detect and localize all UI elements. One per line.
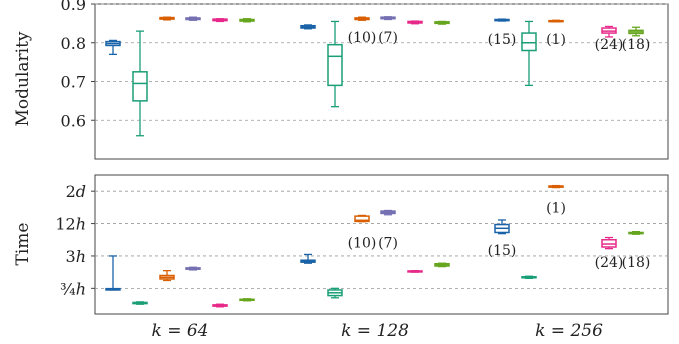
box-plot [549, 186, 563, 188]
count-annotation: (1) [546, 200, 566, 216]
y-tick-label: 12h [55, 215, 86, 234]
box-plot [408, 271, 422, 273]
box-plot [106, 40, 120, 54]
box-plot [240, 19, 254, 22]
y-tick-label: 0.6 [61, 111, 86, 130]
box-body [328, 45, 342, 86]
y-tick-label: 0.8 [61, 34, 86, 53]
box-body [133, 72, 147, 101]
x-category-label: k = 128 [341, 321, 409, 341]
box-plot [160, 17, 174, 20]
panel-time: ¾h 3h 12h 2d Time (10) (7) (15) (1) (24)(18) [13, 175, 668, 314]
box-plot [355, 17, 369, 20]
box-plot [381, 211, 395, 215]
y-tick-label: ¾h [60, 279, 86, 298]
box-plot [381, 17, 395, 20]
count-annotation: (10) [348, 236, 377, 252]
box-plot [629, 27, 643, 36]
box-plot [629, 232, 643, 235]
y-axis-label: Modularity [13, 31, 33, 126]
box-plot [106, 256, 120, 290]
count-annotation: (15) [488, 243, 517, 259]
count-annotation: (7) [378, 30, 398, 46]
x-category-label: k = 256 [535, 321, 603, 341]
box-plot [240, 299, 254, 301]
box-plot [213, 19, 227, 22]
box-plot [355, 215, 369, 221]
box-plot [495, 19, 509, 21]
box-plot [495, 220, 509, 234]
panel-modularity: 0.6 0.7 0.8 0.9 Modularity (10) (7) (15) (1) (24)… [13, 0, 668, 159]
box-plot [301, 25, 315, 29]
box-plot [213, 304, 227, 307]
count-annotation: (15) [488, 32, 517, 48]
box-plot [602, 238, 616, 249]
count-annotation: (10) [348, 30, 377, 46]
box-plot [522, 276, 536, 278]
y-tick-label: 3h [66, 247, 87, 266]
count-annotation: (18) [622, 255, 651, 271]
box-plot [522, 21, 536, 85]
box-plot [602, 26, 616, 36]
x-category-label: k = 64 [152, 321, 209, 341]
x-category-labels: k = 64 k = 128 k = 256 [152, 321, 604, 341]
y-tick-label: 2d [66, 182, 86, 201]
box-plot [435, 21, 449, 24]
count-annotation: (7) [378, 236, 398, 252]
box-plot [549, 20, 563, 22]
count-annotation: (24) [595, 255, 624, 271]
box-plot [186, 267, 200, 270]
y-axis-label: Time [13, 223, 33, 266]
box-plot [328, 21, 342, 106]
count-annotation: (1) [546, 32, 566, 48]
box-plot [435, 263, 449, 266]
box-plot [160, 271, 174, 281]
count-annotation: (24) [595, 37, 624, 53]
count-annotation: (18) [622, 37, 651, 53]
box-body [522, 33, 536, 50]
box-plot [408, 21, 422, 24]
box-plot [133, 302, 147, 304]
y-tick-label: 0.9 [61, 0, 86, 14]
box-plot [186, 17, 200, 20]
box-plot [328, 288, 342, 297]
y-tick-label: 0.7 [61, 73, 86, 92]
